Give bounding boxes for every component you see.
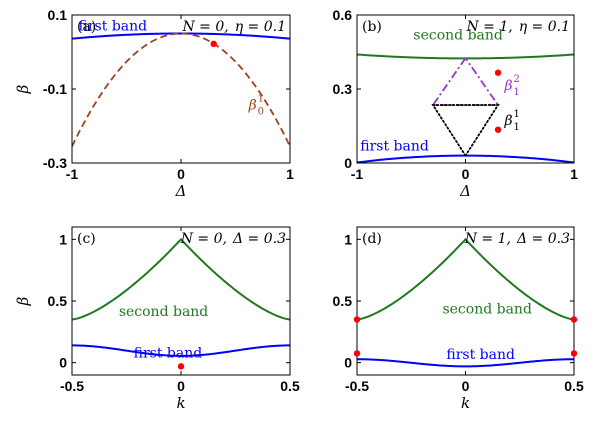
panel-title: N = 0, Δ = 0.3	[180, 231, 286, 247]
series-label: second band	[442, 301, 531, 317]
y-tick-label: 0.1	[48, 7, 68, 23]
panel-title-n: N = 0,	[180, 231, 227, 247]
series-line-1	[357, 358, 574, 368]
plot-area	[357, 53, 574, 163]
plot-area	[72, 32, 290, 147]
panel-label: (c)	[77, 231, 96, 247]
series-label: first band	[134, 346, 203, 362]
x-tick-label: 0	[462, 378, 470, 394]
y-tick-label: 1	[344, 231, 352, 247]
y-tick-label: -0.1	[43, 81, 67, 97]
x-axis-label: k	[461, 394, 470, 412]
panel-title-n: N = 1,	[464, 231, 511, 247]
x-tick-label: 1	[570, 166, 578, 182]
series-line-0	[72, 237, 290, 321]
series-line-1	[72, 344, 290, 357]
series-symbol-sub: 1	[514, 122, 520, 133]
panel-title-param: Δ = 0.3	[232, 231, 286, 247]
x-tick-label: 0	[462, 166, 470, 182]
panel-title-param: η = 0.1	[235, 19, 286, 35]
x-tick-label: 0.5	[280, 378, 300, 394]
x-axis-label: k	[176, 394, 185, 412]
panel-title: N = 0, η = 0.1	[181, 19, 286, 35]
series-symbol-base: β	[504, 113, 513, 129]
series-symbol-sub: 1	[514, 87, 520, 98]
series-symbol-label: β 2 1	[504, 74, 520, 98]
marker-point	[177, 363, 185, 370]
x-tick-label: -0.5	[345, 378, 369, 394]
series-line-3	[431, 104, 500, 157]
marker-point	[210, 40, 217, 48]
panel-c: -0.5 0 0.5 0 0.5 1 k β (c) N = 0, Δ = 0.3 second ba…	[14, 226, 300, 412]
x-tick-label: 0.5	[564, 378, 584, 394]
y-tick-label: 0.3	[333, 81, 353, 97]
panel-d: -0.5 0 0.5 0 0.5 1 k (d) N = 1, Δ = 0.3 second ban…	[333, 226, 584, 412]
x-tick-label: 0	[177, 166, 185, 182]
x-axis-label: Δ	[459, 182, 471, 200]
panel-title: N = 1, Δ = 0.3	[464, 231, 570, 247]
series-symbol-sup: 2	[514, 74, 520, 85]
y-axis-label: β	[14, 84, 32, 94]
series-line-0	[72, 32, 290, 40]
panel-title: N = 1, η = 0.1	[465, 19, 570, 35]
series-symbol-base: β	[504, 78, 513, 94]
marker-point	[353, 350, 361, 357]
panel-a: -1 0 1 -0.3 -0.1 0.1 Δβ (a) N = 0, η = 0.1 first b…	[14, 7, 294, 200]
panel-label: (a)	[77, 19, 96, 35]
panel-title-n: N = 0,	[181, 19, 228, 35]
series-label: first band	[79, 19, 148, 35]
marker-point	[570, 316, 578, 323]
x-tick-label: 0	[177, 378, 185, 394]
series-label: second band	[119, 304, 208, 320]
y-tick-label: -0.3	[43, 155, 67, 171]
x-tick-label: -1	[351, 166, 364, 182]
plot-area	[72, 237, 290, 357]
marker-point	[494, 69, 502, 76]
series-symbol-base: β	[248, 97, 257, 113]
y-tick-label: 0.5	[333, 293, 353, 309]
series-line-0	[357, 237, 574, 321]
plot-area	[357, 237, 574, 368]
marker-point	[494, 126, 502, 133]
panel-label: (d)	[362, 231, 382, 247]
series-line-1	[357, 53, 574, 60]
series-label: first band	[446, 347, 515, 363]
y-tick-label: 0	[344, 355, 352, 371]
series-symbol-label: β 1 0	[248, 93, 264, 117]
x-tick-label: 1	[286, 166, 294, 182]
series-line-2	[431, 57, 501, 106]
x-axis-label: Δ	[175, 182, 187, 200]
series-line-1	[72, 32, 290, 147]
y-tick-label: 1	[59, 231, 67, 247]
y-tick-label: 0	[59, 355, 67, 371]
series-symbol-sup: 1	[258, 93, 264, 104]
panel-label: (b)	[362, 19, 382, 35]
y-tick-label: 0.6	[333, 7, 353, 23]
series-symbol-label: β 1 1	[504, 109, 520, 133]
marker-point	[353, 316, 361, 323]
x-tick-label: -0.5	[60, 378, 84, 394]
y-tick-label: 0	[344, 155, 352, 171]
series-symbol-sup: 1	[514, 109, 520, 120]
marker-point	[570, 350, 578, 357]
series-label: first band	[360, 139, 429, 155]
series-label: second band	[413, 28, 502, 44]
x-tick-label: -1	[66, 166, 79, 182]
y-tick-label: 0.5	[48, 293, 68, 309]
panel-title-param: η = 0.1	[519, 19, 570, 35]
y-axis-label: β	[14, 296, 32, 306]
panel-title-n: N = 1,	[465, 19, 512, 35]
series-symbol-sub: 0	[258, 106, 264, 117]
panel-title-param: Δ = 0.3	[516, 231, 570, 247]
